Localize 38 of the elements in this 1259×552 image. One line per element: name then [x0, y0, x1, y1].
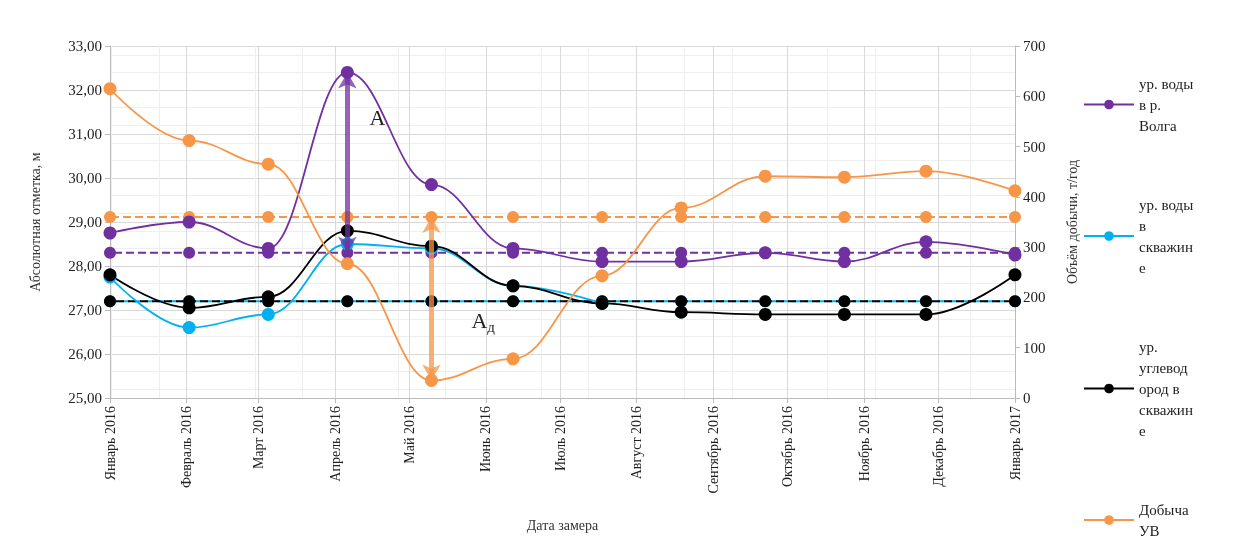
y2-tick-label: 100	[1023, 339, 1046, 356]
x-tick-label: Июнь 2016	[478, 406, 494, 472]
y2-tick-label: 600	[1023, 88, 1046, 105]
x-tick-label: Ноябрь 2016	[856, 406, 872, 482]
x-tick-label: Февраль 2016	[179, 406, 195, 489]
x-tick-label: Апрель 2016	[327, 406, 343, 482]
x-tick-label: Январь 2016	[102, 406, 118, 481]
y-tick-label: 32,00	[68, 82, 102, 98]
y-axis-title: Абсолютная отметка, м	[27, 152, 43, 292]
x-axis-title: Дата замера	[526, 517, 599, 533]
y2-tick-label: 0	[1023, 390, 1031, 406]
y-tick-label: 33,00	[68, 38, 102, 54]
y-tick-label: 26,00	[68, 346, 102, 362]
legend-label: Добыча УВ	[1139, 501, 1193, 539]
x-tick-label: Октябрь 2016	[780, 406, 796, 488]
legend-label: ур. углеводород в скважине	[1139, 338, 1193, 439]
legend-label: ур. воды в скважине	[1139, 196, 1198, 276]
legend-label: ур. воды в р. Волга	[1139, 75, 1198, 134]
x-tick-label: Сентябрь 2016	[705, 406, 721, 494]
x-tick-label: Май 2016	[401, 406, 417, 464]
y2-tick-label: 200	[1023, 289, 1046, 306]
annotation: А	[369, 104, 386, 130]
x-tick-label: Август 2016	[629, 406, 645, 480]
y2-tick-label: 700	[1023, 38, 1046, 54]
y2-tick-label: 500	[1023, 138, 1046, 155]
x-tick-label: Март 2016	[250, 406, 266, 470]
y-tick-label: 25,00	[68, 390, 102, 406]
y-tick-label: 28,00	[68, 258, 102, 274]
y-tick-label: 31,00	[68, 126, 102, 142]
x-tick-label: Июль 2016	[552, 406, 568, 472]
x-tick-label: Январь 2017	[1007, 406, 1023, 481]
y2-tick-label: 400	[1023, 188, 1046, 205]
y-tick-label: 27,00	[68, 302, 102, 318]
y-tick-label: 29,00	[68, 214, 102, 230]
y2-tick-label: 300	[1023, 239, 1046, 256]
y2-axis-title: Объём добычи, т/год	[1064, 159, 1080, 285]
x-tick-label: Декабрь 2016	[930, 406, 946, 487]
y-tick-label: 30,00	[68, 170, 102, 186]
